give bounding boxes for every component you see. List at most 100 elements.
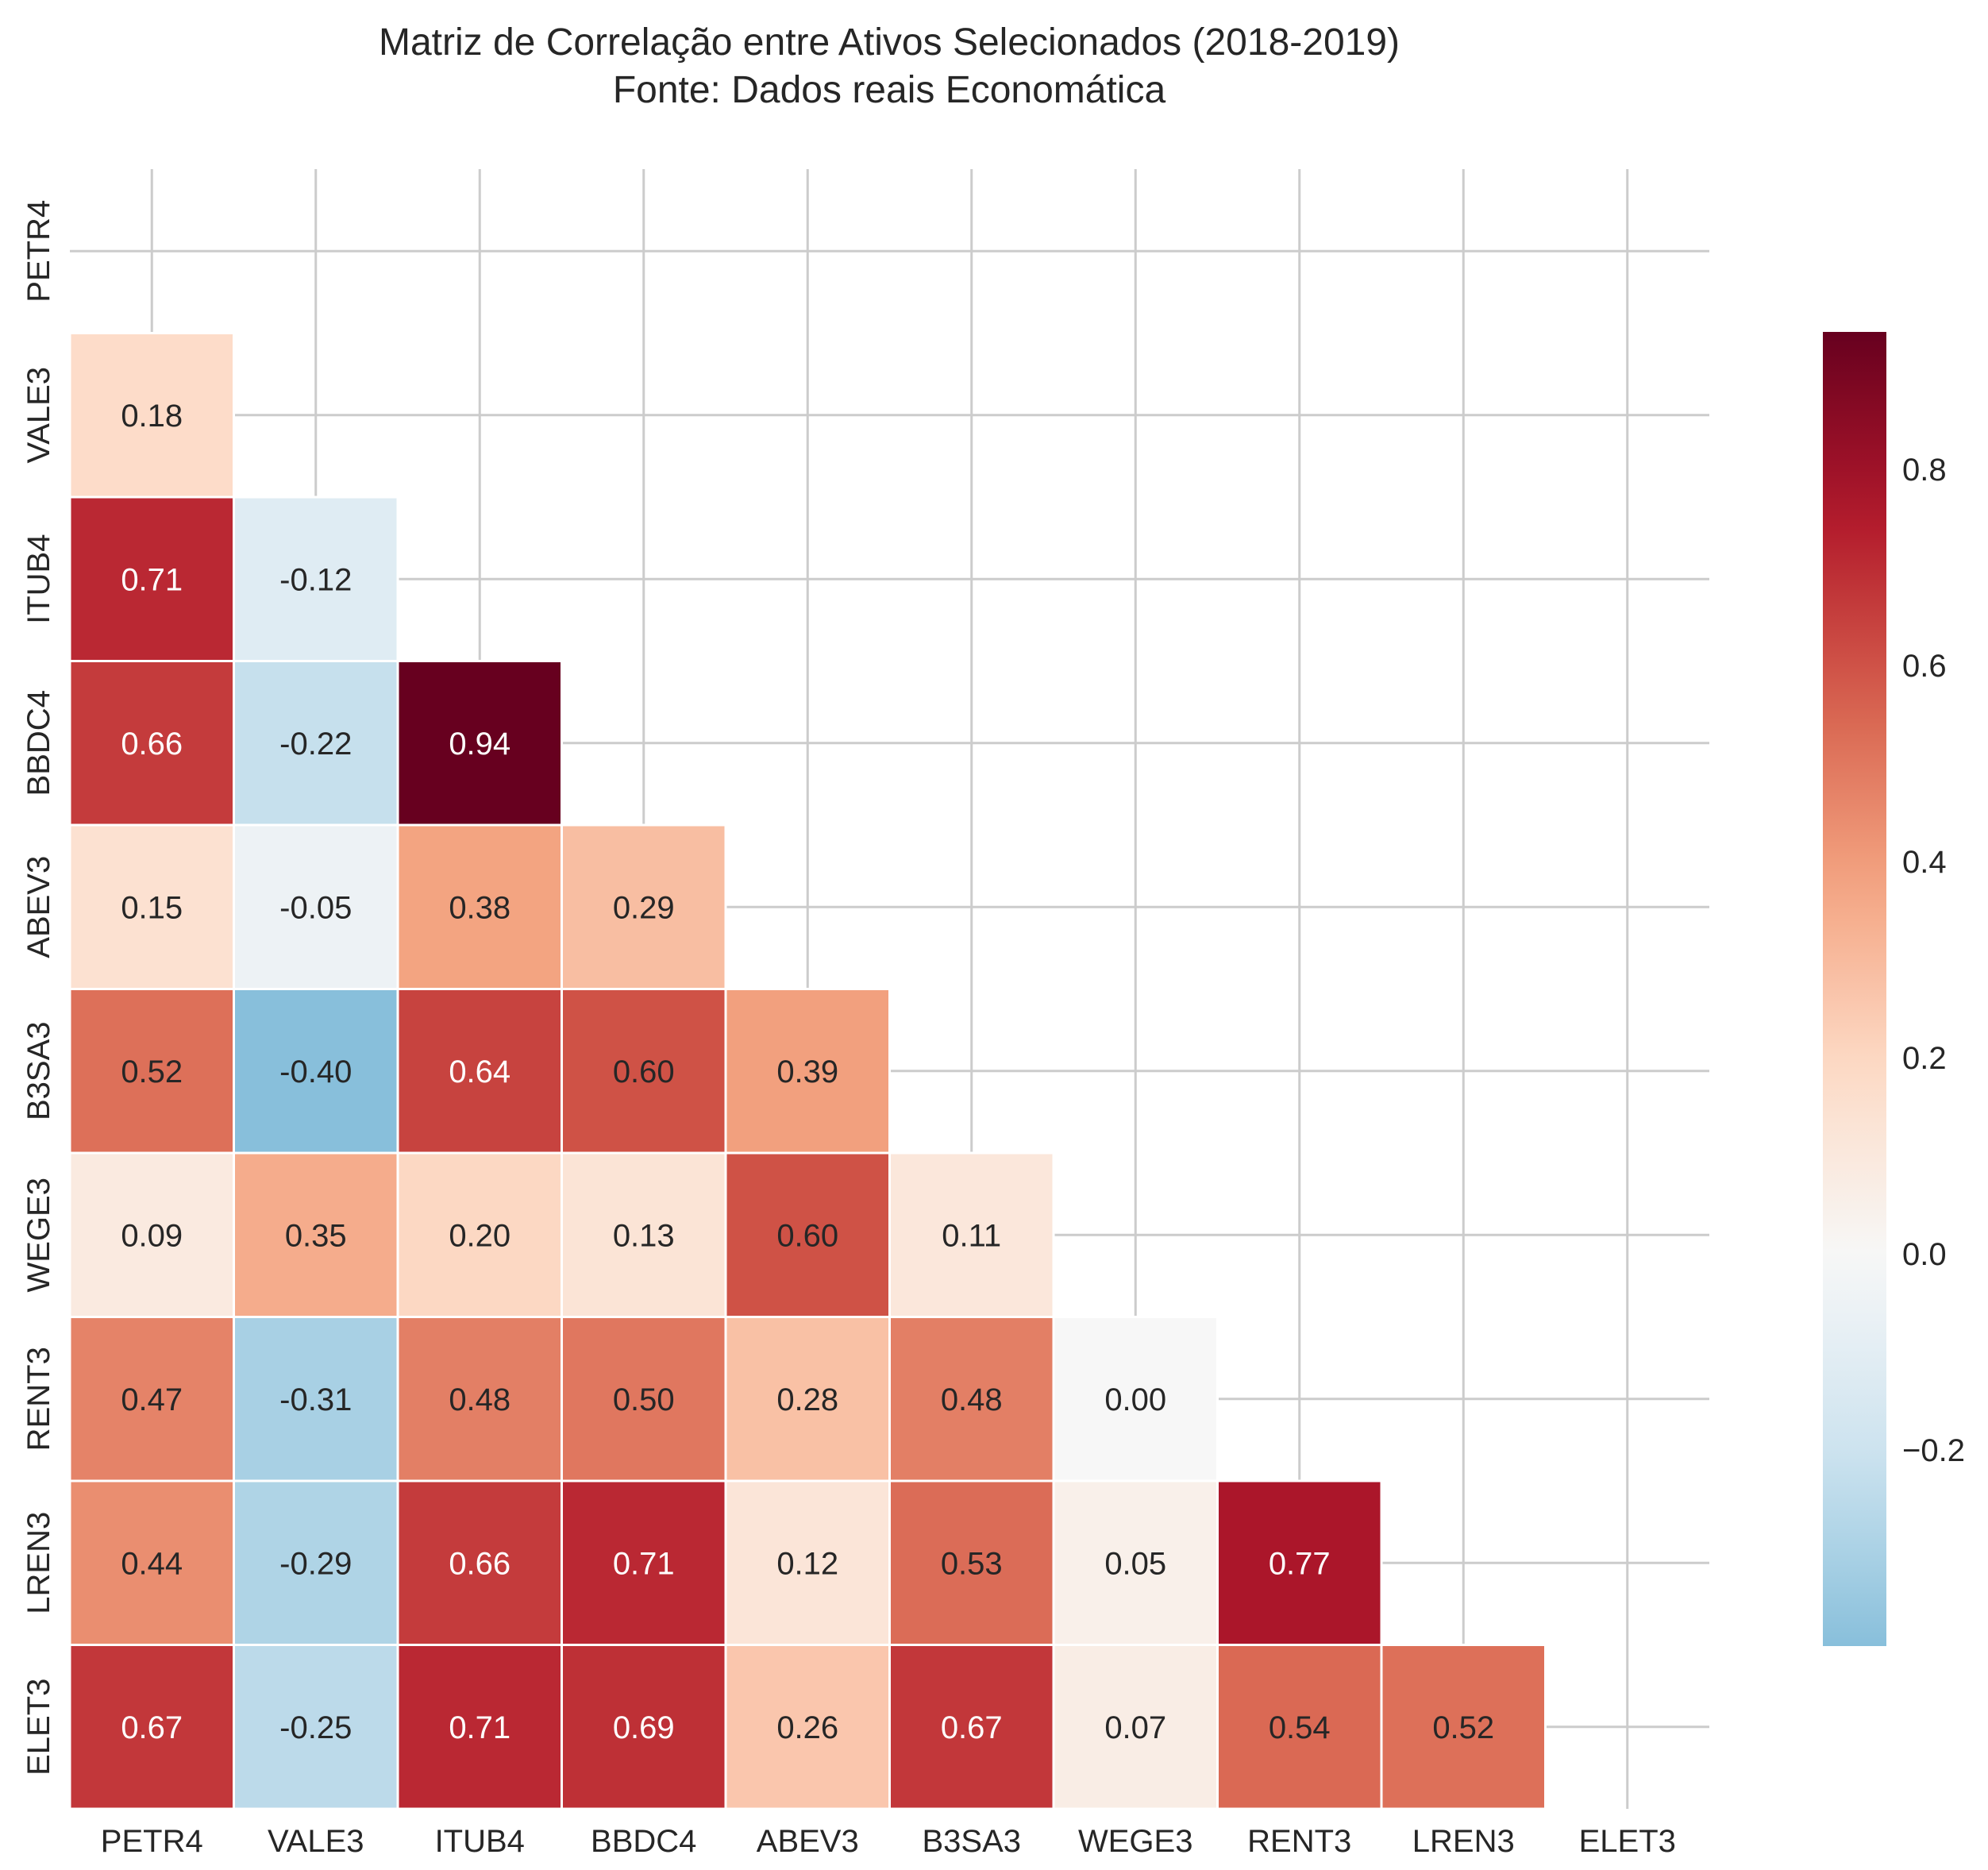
x-tick-label: RENT3 — [1247, 1824, 1351, 1859]
heatmap-cells — [68, 332, 1547, 1810]
cell-value-label: -0.05 — [279, 890, 352, 925]
cell-value-label: 0.66 — [121, 727, 183, 761]
cell-value-label: 0.53 — [941, 1546, 1003, 1581]
cell-value-label: 0.26 — [776, 1710, 838, 1745]
cell-value-label: 0.94 — [449, 727, 510, 761]
cell-value-label: 0.35 — [285, 1218, 347, 1253]
y-tick-label: B3SA3 — [21, 1021, 56, 1120]
cell-labels: 0.18 0.71 -0.12 0.66 -0.22 0.94 0.15 -0.05 0.38 0… — [121, 399, 1494, 1745]
y-tick-label: ELET3 — [21, 1679, 56, 1776]
heatmap-cell — [561, 823, 727, 990]
x-tick-label: WEGE3 — [1078, 1824, 1192, 1859]
cell-value-label: 0.28 — [776, 1382, 838, 1417]
cell-value-label: -0.29 — [279, 1546, 352, 1581]
y-tick-label: VALE3 — [21, 367, 56, 464]
cell-value-label: 0.67 — [941, 1710, 1003, 1745]
heatmap-cell — [724, 988, 891, 1155]
colorbar: −0.2 0.0 0.2 0.4 0.6 0.8 — [1823, 332, 1965, 1646]
cell-value-label: 0.20 — [449, 1218, 510, 1253]
heatmap-cell — [1380, 1644, 1547, 1810]
cell-value-label: 0.44 — [121, 1546, 183, 1581]
heatmap-cell — [888, 1151, 1055, 1318]
x-tick-label: ELET3 — [1579, 1824, 1676, 1859]
heatmap-cell — [561, 1151, 727, 1318]
x-tick-label: ABEV3 — [757, 1824, 859, 1859]
colorbar-tick-label: 0.8 — [1902, 453, 1947, 488]
colorbar-tick-label: −0.2 — [1902, 1433, 1965, 1468]
cell-value-label: 0.66 — [449, 1546, 510, 1581]
cell-value-label: 0.50 — [613, 1382, 675, 1417]
cell-value-label: 0.12 — [776, 1546, 838, 1581]
y-tick-label: RENT3 — [21, 1347, 56, 1451]
cell-value-label: 0.38 — [449, 890, 510, 925]
cell-value-label: 0.52 — [121, 1055, 183, 1089]
cell-value-label: 0.77 — [1269, 1546, 1331, 1581]
y-tick-label: BBDC4 — [21, 690, 56, 796]
cell-value-label: 0.00 — [1104, 1382, 1166, 1417]
heatmap-cell — [233, 823, 399, 990]
heatmap-cell — [68, 495, 235, 662]
cell-value-label: 0.48 — [449, 1382, 510, 1417]
cell-value-label: 0.18 — [121, 399, 183, 434]
heatmap-cell — [1216, 1479, 1383, 1646]
chart-title: Matriz de Correlação entre Ativos Seleci… — [378, 21, 1400, 64]
heatmap-cell — [68, 1316, 235, 1483]
cell-value-label: -0.40 — [279, 1055, 352, 1089]
cell-value-label: 0.07 — [1104, 1710, 1166, 1745]
cell-value-label: -0.12 — [279, 562, 352, 597]
heatmap-cell — [233, 1151, 399, 1318]
cell-value-label: 0.13 — [613, 1218, 675, 1253]
x-tick-label: BBDC4 — [591, 1824, 696, 1859]
x-tick-label: VALE3 — [268, 1824, 364, 1859]
x-tick-label: LREN3 — [1412, 1824, 1515, 1859]
colorbar-tick-label: 0.0 — [1902, 1237, 1947, 1272]
cell-value-label: 0.29 — [613, 890, 675, 925]
heatmap-cell — [561, 1644, 727, 1810]
cell-value-label: 0.09 — [121, 1218, 183, 1253]
heatmap-cell — [561, 1479, 727, 1646]
heatmap-cell — [396, 660, 563, 827]
cell-value-label: 0.47 — [121, 1382, 183, 1417]
heatmap-cell — [561, 988, 727, 1155]
cell-value-label: 0.52 — [1432, 1710, 1494, 1745]
y-tick-label: PETR4 — [21, 200, 56, 303]
heatmap-cell — [724, 1479, 891, 1646]
cell-value-label: 0.60 — [776, 1218, 838, 1253]
cell-value-label: 0.48 — [941, 1382, 1003, 1417]
heatmap-cell — [68, 1151, 235, 1318]
x-tick-label: PETR4 — [101, 1824, 203, 1859]
heatmap-cell — [396, 1479, 563, 1646]
heatmap-cell — [1216, 1644, 1383, 1810]
cell-value-label: -0.31 — [279, 1382, 352, 1417]
cell-value-label: 0.71 — [613, 1546, 675, 1581]
y-tick-label: WEGE3 — [21, 1178, 56, 1292]
cell-value-label: 0.71 — [449, 1710, 510, 1745]
cell-value-label: 0.67 — [121, 1710, 183, 1745]
heatmap-cell — [1052, 1644, 1219, 1810]
heatmap-cell — [68, 660, 235, 827]
cell-value-label: 0.05 — [1104, 1546, 1166, 1581]
heatmap-cell — [561, 1316, 727, 1483]
heatmap-cell — [396, 1644, 563, 1810]
cell-value-label: -0.25 — [279, 1710, 352, 1745]
y-tick-label: ITUB4 — [21, 534, 56, 624]
heatmap-cell — [233, 988, 399, 1155]
heatmap-cell — [233, 1479, 399, 1646]
cell-value-label: 0.15 — [121, 890, 183, 925]
cell-value-label: 0.39 — [776, 1055, 838, 1089]
x-tick-label: ITUB4 — [435, 1824, 525, 1859]
chart-subtitle: Fonte: Dados reais Economática — [612, 69, 1166, 111]
colorbar-gradient — [1823, 332, 1886, 1646]
heatmap-cell — [68, 1644, 235, 1810]
cell-value-label: 0.69 — [613, 1710, 675, 1745]
heatmap-cell — [233, 1316, 399, 1483]
heatmap-cell — [888, 1644, 1055, 1810]
cell-value-label: 0.64 — [449, 1055, 510, 1089]
colorbar-tick-label: 0.4 — [1902, 845, 1947, 880]
cell-value-label: 0.54 — [1269, 1710, 1331, 1745]
heatmap-cell — [724, 1644, 891, 1810]
cell-value-label: 0.11 — [942, 1218, 1001, 1253]
axes: PETR4 PETR4 VALE3 VALE3 ITUB4 ITUB4 BBDC4 BBDC4… — [21, 200, 1676, 1859]
